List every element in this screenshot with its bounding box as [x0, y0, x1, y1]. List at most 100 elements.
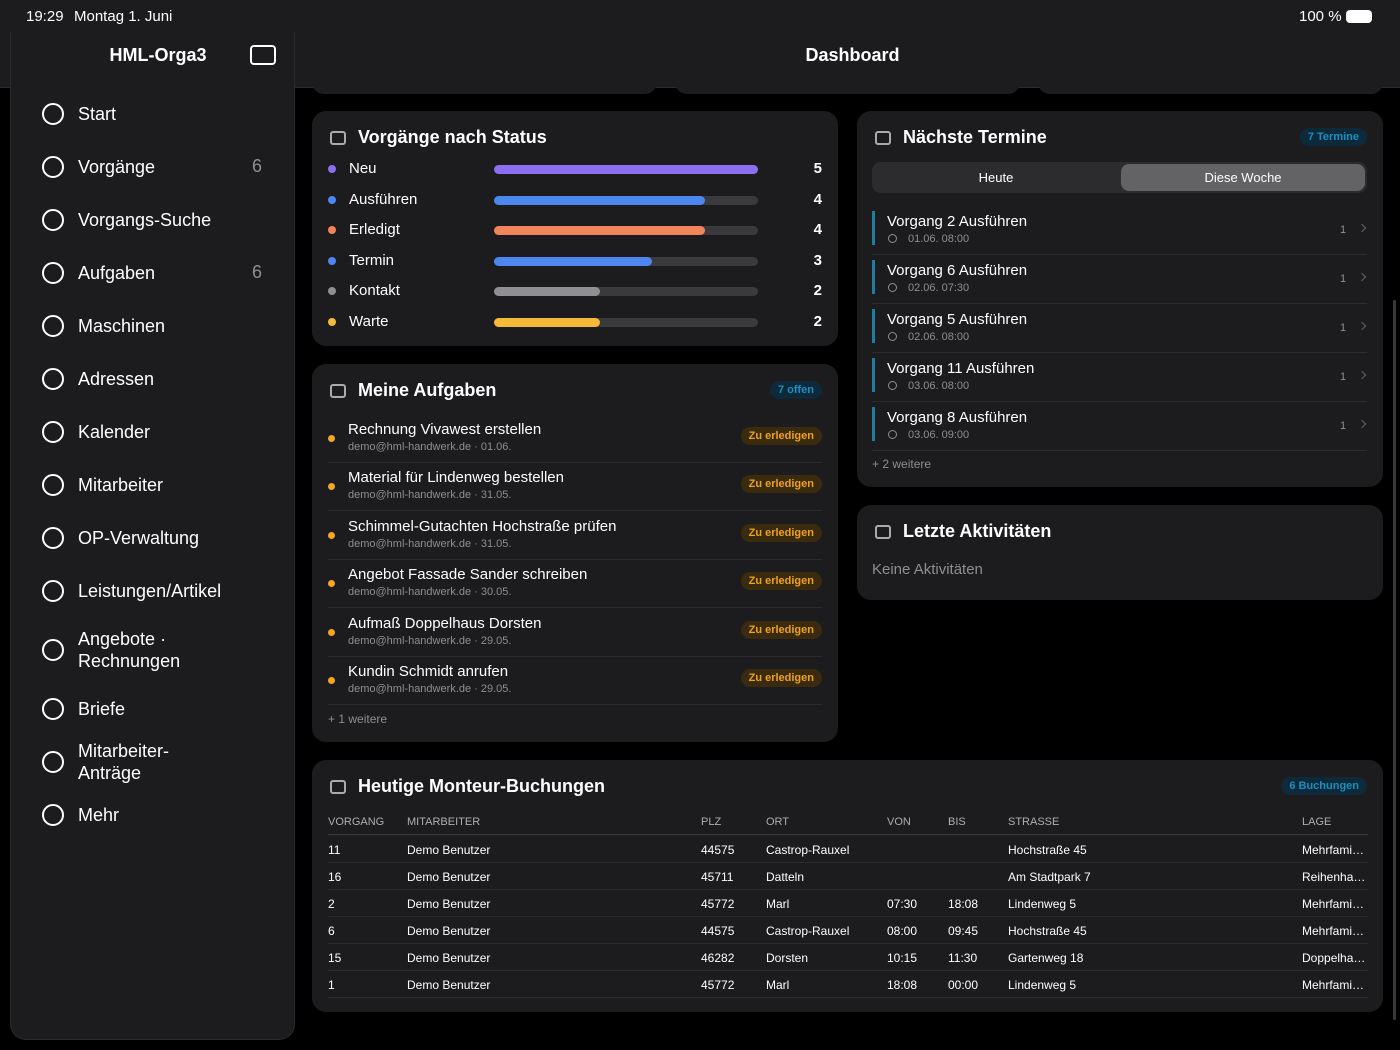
sidebar-item[interactable]: Mehr — [30, 788, 280, 841]
status-count: 5 — [813, 160, 822, 177]
task-item[interactable]: Schimmel-Gutachten Hochstraße prüfen demo… — [328, 514, 822, 560]
sidebar-item[interactable]: Vorgänge 6 — [30, 140, 280, 193]
status-count: 4 — [813, 221, 822, 238]
clock-icon — [888, 430, 897, 439]
table-header: STRASSE — [1008, 816, 1060, 828]
task-meta: demo@hml-handwerk.de · 30.05. — [348, 586, 512, 599]
table-cell: 6 — [328, 924, 335, 938]
table-header: LAGE — [1302, 816, 1332, 828]
tab[interactable]: Heute — [978, 170, 1014, 185]
task-title: Schimmel-Gutachten Hochstraße prüfen — [348, 517, 617, 535]
appointment-count: 1 — [1340, 273, 1347, 285]
chevron — [1357, 272, 1367, 282]
appointment-item[interactable]: Vorgang 11 Ausführen 03.06. 08:00 1 — [872, 354, 1367, 402]
status-label: Termin — [349, 251, 395, 269]
table-cell: 45711 — [701, 870, 734, 884]
card-icon — [875, 131, 891, 145]
table-cell: Doppelha… — [1302, 951, 1366, 965]
card-icon — [875, 525, 891, 539]
appointment-count: 1 — [1340, 224, 1347, 236]
chevron — [1357, 370, 1367, 380]
task-meta: demo@hml-handwerk.de · 29.05. — [348, 634, 512, 647]
clock: 19:29 — [26, 8, 64, 25]
table-cell: Mehrfami… — [1302, 978, 1365, 992]
table-cell: 08:00 — [887, 924, 918, 938]
page-title: Dashboard — [805, 45, 900, 65]
task-item[interactable]: Aufmaß Doppelhaus Dorsten demo@hml-handwe… — [328, 611, 822, 657]
chevron — [1357, 419, 1367, 429]
status-label: Kontakt — [349, 282, 400, 299]
appointment-item[interactable]: Vorgang 2 Ausführen 01.06. 08:00 1 — [872, 207, 1367, 255]
sidebar-item[interactable]: Adressen — [30, 352, 280, 405]
appointment-title: Vorgang 11 Ausführen — [887, 360, 1035, 377]
table-cell: 16 — [328, 870, 342, 884]
status-label: Warte — [349, 312, 389, 330]
sidebar-item[interactable]: Angebote · Rechnungen — [30, 617, 280, 682]
task-item[interactable]: Angebot Fassade Sander schreiben demo@hml… — [328, 562, 822, 609]
table-cell: Datteln — [766, 870, 805, 884]
accent-bar — [872, 358, 875, 392]
sidebar-title: HML-Orga3 — [109, 45, 207, 65]
sidebar-toggle[interactable] — [250, 45, 276, 65]
table-cell: Castrop-Rauxel — [766, 843, 850, 857]
battery-icon — [1346, 10, 1372, 23]
table-cell: 1 — [328, 978, 335, 992]
status-count: 4 — [813, 190, 822, 208]
sidebar-item[interactable]: Mitarbeiter — [30, 458, 280, 511]
task-dot — [328, 531, 335, 539]
sidebar-item[interactable]: Aufgaben 6 — [30, 246, 280, 299]
table-divider — [328, 834, 1368, 835]
bookings-card: Heutige Monteur-Buchungen 6 Buchungen VORG… — [312, 760, 1383, 1012]
task-item[interactable]: Rechnung Vivawest erstellen demo@hml-hand… — [328, 417, 822, 463]
sidebar-icon — [42, 750, 64, 773]
table-cell: Demo Benutzer — [407, 843, 491, 857]
battery-label: 100 % — [1299, 8, 1342, 25]
table-header: VORGANG — [328, 816, 385, 828]
appointment-item[interactable]: Vorgang 6 Ausführen 02.06. 07:30 1 — [872, 256, 1367, 304]
tab[interactable]: Diese Woche — [1121, 164, 1365, 191]
task-title: Kundin Schmidt anrufen — [348, 663, 509, 680]
bar — [494, 165, 758, 174]
task-title: Rechnung Vivawest erstellen — [348, 421, 542, 438]
appointment-item[interactable]: Vorgang 5 Ausführen 02.06. 08:00 1 — [872, 305, 1367, 353]
sidebar-item[interactable]: Start — [30, 87, 280, 140]
card-title: Meine Aufgaben — [358, 380, 497, 400]
card-title: Nächste Termine — [903, 127, 1047, 147]
chevron — [1357, 321, 1367, 331]
status-dot — [328, 165, 336, 173]
table-cell: Mehrfami… — [1302, 897, 1365, 911]
table-cell: Castrop-Rauxel — [766, 924, 850, 938]
sidebar-icon — [42, 314, 64, 337]
appointment-title: Vorgang 2 Ausführen — [887, 213, 1028, 230]
sidebar-item[interactable]: Vorgangs-Suche — [30, 193, 280, 246]
appointment-time: 03.06. 09:00 — [908, 429, 970, 441]
task-item[interactable]: Material für Lindenweg bestellen demo@hml… — [328, 465, 822, 512]
status-label: Neu — [349, 160, 377, 177]
accent-bar — [872, 211, 875, 245]
table-cell: Mehrfami… — [1302, 924, 1365, 938]
task-item[interactable]: Kundin Schmidt anrufen demo@hml-handwerk.… — [328, 659, 822, 705]
sidebar-icon — [42, 155, 64, 178]
table-cell: Am Stadtpark 7 — [1008, 870, 1091, 884]
sidebar-item[interactable]: Maschinen — [30, 299, 280, 352]
scrolled-card — [1038, 80, 1383, 94]
task-title: Material für Lindenweg bestellen — [348, 469, 564, 487]
status-label: Ausführen — [349, 190, 418, 208]
sidebar-item[interactable]: Leistungen/Artikel — [30, 564, 280, 617]
sidebar-label: Maschinen — [78, 315, 166, 336]
sidebar-icon — [42, 526, 64, 549]
accent-bar — [872, 309, 875, 343]
task-status: Zu erledigen — [740, 669, 822, 687]
status-label: Erledigt — [349, 221, 400, 238]
task-meta: demo@hml-handwerk.de · 31.05. — [348, 537, 512, 550]
appointment-item[interactable]: Vorgang 8 Ausführen 03.06. 09:00 1 — [872, 403, 1367, 451]
appointment-title: Vorgang 5 Ausführen — [887, 311, 1028, 328]
status-dot — [328, 256, 336, 265]
sidebar-item[interactable]: Kalender — [30, 405, 280, 458]
empty-text: Keine Aktivitäten — [872, 561, 983, 578]
task-status: Zu erledigen — [740, 475, 822, 494]
sidebar-item[interactable]: Briefe — [30, 682, 280, 735]
sidebar-item[interactable]: Mitarbeiter-Anträge — [30, 735, 280, 788]
sidebar-item[interactable]: OP-Verwaltung — [30, 511, 280, 564]
table-cell: Demo Benutzer — [407, 870, 491, 884]
